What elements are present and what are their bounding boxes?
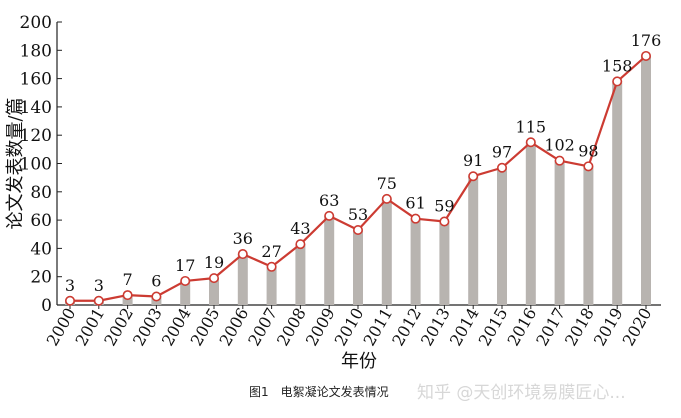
data-label: 115 — [516, 117, 547, 136]
x-tick-label: 2012 — [388, 305, 425, 350]
data-point — [640, 50, 651, 61]
bar — [439, 221, 450, 305]
bar — [295, 244, 306, 305]
x-tick-label: 2004 — [158, 305, 195, 350]
y-tick-label: 180 — [20, 41, 52, 61]
x-axis-label: 年份 — [341, 351, 377, 372]
data-label: 91 — [463, 151, 483, 170]
figure-caption: 图1 电絮凝论文发表情况 — [249, 385, 389, 399]
bar — [237, 254, 248, 305]
data-point — [295, 239, 306, 250]
y-tick-label: 160 — [20, 70, 52, 90]
data-label: 36 — [233, 229, 253, 248]
data-point — [439, 216, 450, 227]
data-label: 6 — [151, 272, 161, 291]
data-point — [237, 249, 248, 260]
data-label: 75 — [377, 174, 397, 193]
x-tick-label: 2015 — [475, 305, 512, 350]
data-label: 176 — [631, 31, 662, 50]
bar — [641, 55, 651, 306]
bar — [468, 176, 479, 305]
x-tick-label: 2018 — [561, 305, 598, 350]
x-tick-label: 2007 — [244, 305, 281, 350]
data-point — [468, 171, 479, 182]
bar — [324, 215, 335, 305]
bar — [266, 266, 277, 305]
bar — [554, 160, 565, 305]
data-label: 53 — [348, 205, 368, 224]
x-tick-label: 2008 — [273, 305, 310, 350]
bar — [410, 218, 421, 305]
data-label: 3 — [94, 276, 104, 295]
x-tick-label: 2010 — [331, 305, 368, 350]
y-tick-label: 100 — [20, 155, 52, 175]
markers — [65, 50, 651, 306]
data-label: 98 — [578, 141, 598, 160]
x-tick-label: 2011 — [359, 305, 396, 350]
x-tick-label: 2013 — [417, 305, 454, 350]
x-tick-label: 2003 — [129, 305, 166, 350]
y-tick-label: 0 — [41, 296, 52, 316]
x-tick-label: 2006 — [215, 305, 252, 350]
data-label: 61 — [405, 194, 425, 213]
x-tick-label: 2016 — [503, 305, 540, 350]
bar — [612, 81, 623, 306]
data-point — [324, 210, 335, 221]
x-tick-label: 2001 — [71, 305, 108, 350]
data-point — [352, 225, 363, 236]
y-tick-label: 140 — [20, 98, 52, 118]
data-label: 97 — [492, 143, 512, 162]
y-tick-label: 120 — [20, 126, 52, 146]
data-label: 7 — [123, 270, 133, 289]
x-tick-label: 2014 — [446, 305, 483, 350]
data-label: 27 — [261, 242, 281, 261]
data-point — [496, 162, 507, 173]
data-point — [554, 155, 565, 166]
data-point — [180, 275, 191, 286]
x-tick-label: 2009 — [302, 305, 339, 350]
data-point — [612, 76, 623, 87]
data-point — [65, 295, 76, 306]
x-tick-label: 2005 — [187, 305, 224, 350]
data-label: 17 — [175, 256, 195, 275]
bar — [209, 278, 219, 305]
y-axis-label: 论文发表数量/篇 — [5, 97, 26, 229]
y-tick-label: 40 — [30, 239, 52, 259]
data-point — [93, 295, 104, 306]
data-point — [525, 137, 536, 148]
y-tick-label: 200 — [20, 13, 52, 33]
x-tick-label: 2019 — [590, 305, 627, 350]
bar — [497, 167, 507, 305]
data-label: 3 — [65, 276, 75, 295]
bars — [65, 55, 651, 306]
y-tick-label: 80 — [30, 183, 52, 203]
data-point — [266, 261, 277, 272]
data-point — [151, 291, 162, 302]
bar — [381, 198, 392, 305]
bar — [353, 230, 363, 305]
data-point — [209, 273, 220, 284]
data-point — [381, 193, 392, 204]
data-label: 158 — [602, 56, 633, 75]
y-tick-label: 20 — [30, 268, 52, 288]
y-tick-label: 60 — [30, 211, 52, 231]
data-point — [410, 213, 421, 224]
data-label: 19 — [204, 253, 224, 272]
bar — [525, 142, 536, 305]
data-point — [122, 290, 133, 301]
x-tick-label: 2017 — [532, 305, 569, 350]
data-label: 102 — [544, 136, 575, 155]
bar — [180, 280, 191, 305]
data-label: 43 — [290, 219, 310, 238]
bar — [583, 166, 594, 305]
data-label: 63 — [319, 191, 339, 210]
x-tick-label: 2020 — [619, 305, 656, 350]
x-tick-label: 2002 — [100, 305, 137, 350]
data-label: 59 — [434, 197, 454, 216]
watermark: 知乎 @天创环境易膜匠心... — [417, 383, 626, 403]
data-point — [583, 161, 594, 172]
